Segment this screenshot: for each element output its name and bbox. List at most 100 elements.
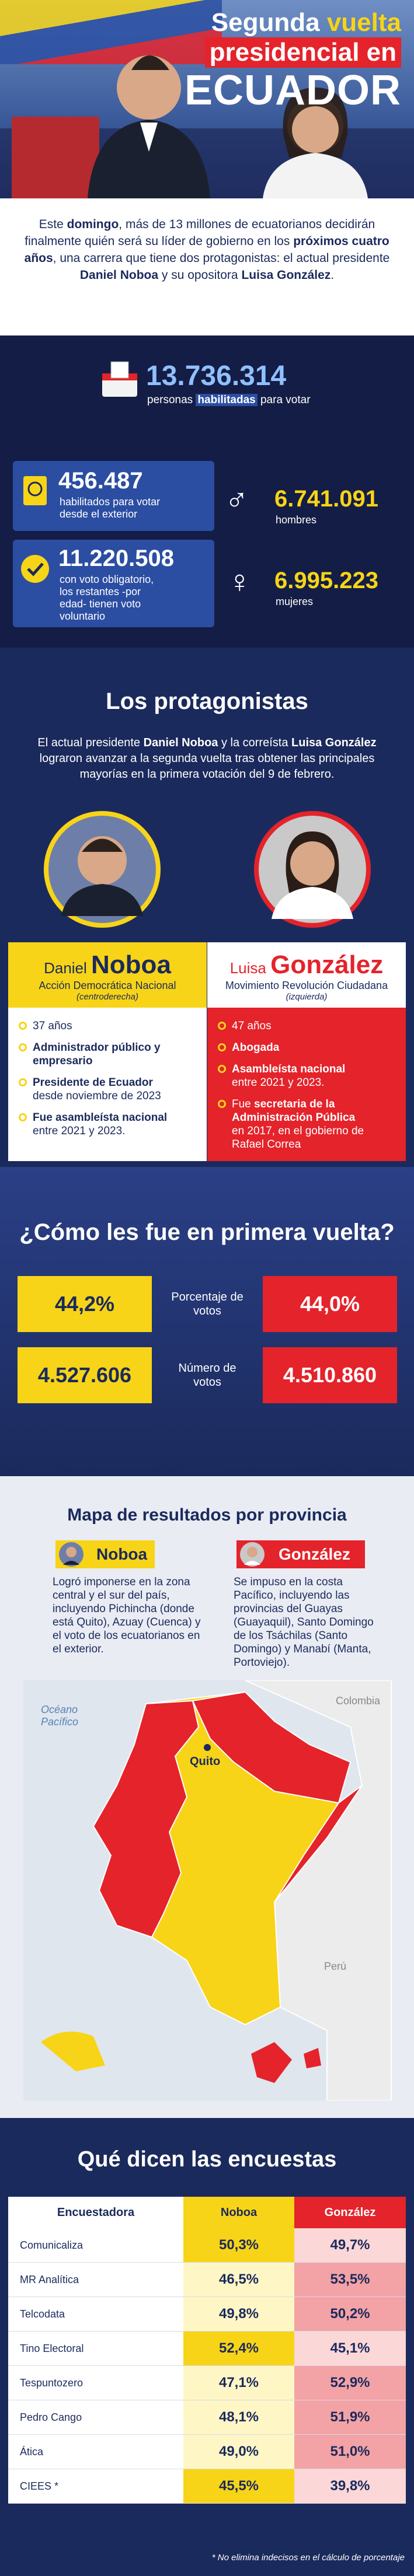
percent-cell: 45,1% xyxy=(294,2332,406,2365)
percent-cell: 51,0% xyxy=(294,2435,406,2469)
map-label: Perú xyxy=(324,1960,347,1972)
percent-cell: 53,5% xyxy=(294,2263,406,2297)
text: 47 años xyxy=(232,1020,272,1032)
polls-section: Qué dicen las encuestas Encuestadora Nobo… xyxy=(0,2118,414,2576)
first-round-row: 44,2% Porcentaje de votos 44,0% xyxy=(18,1272,397,1336)
bullet-dot xyxy=(218,1100,226,1108)
text: Asambleísta nacional xyxy=(232,1063,346,1075)
bullet: Fue secretaria de la Administración Públ… xyxy=(218,1097,398,1151)
percent-cell: 47,1% xyxy=(183,2366,294,2400)
lean: (centroderecha) xyxy=(76,992,138,1002)
stats-section: 13.736.314 personas habilitadas para vot… xyxy=(0,335,414,648)
protagonists-text: El actual presidente Daniel Noboa y la c… xyxy=(23,735,391,782)
stat-label: con voto obligatorio, los restantes -por… xyxy=(60,574,154,622)
title-line: presidencial en xyxy=(204,37,401,68)
text: y su opositora xyxy=(158,268,242,282)
flag xyxy=(0,0,222,64)
text: Este xyxy=(39,218,67,231)
pollster-cell: Telcodata xyxy=(8,2297,183,2331)
bullet-text: Fue asambleísta nacional entre 2021 y 202… xyxy=(33,1111,167,1138)
table-row: MR Analítica 46,5% 53,5% xyxy=(8,2263,406,2297)
text: para votar xyxy=(257,394,311,406)
text: El actual presidente xyxy=(37,736,144,749)
percent-cell: 51,9% xyxy=(294,2400,406,2434)
portraits xyxy=(44,811,371,928)
row-label: Número de votos xyxy=(178,1362,236,1389)
text: Daniel Noboa xyxy=(143,736,218,749)
avatar xyxy=(59,1542,84,1567)
text: 37 años xyxy=(33,1020,72,1032)
bullet-text: Fue secretaria de la Administración Públ… xyxy=(232,1097,398,1151)
header-cell: Noboa xyxy=(183,2197,294,2228)
polls-table: Encuestadora Noboa González Comunicaliza 50,… xyxy=(8,2197,406,2504)
stat-number: 456.487 xyxy=(58,468,143,494)
table-row: Tino Electoral 52,4% 45,1% xyxy=(8,2332,406,2366)
candidate-photos xyxy=(12,55,368,198)
header: Segunda vuelta presidencial en ECUADOR xyxy=(0,0,414,198)
stat-number: 6.741.091 xyxy=(274,486,378,512)
bullet-dot xyxy=(218,1043,226,1051)
bullet-dot xyxy=(19,1022,27,1030)
text: en 2017, en el gobierno de Rafael Correa xyxy=(232,1125,364,1151)
header-cell: González xyxy=(294,2197,406,2228)
text: , más de 13 millones de ecuatorianos dec… xyxy=(25,218,375,248)
header-cell: Encuestadora xyxy=(8,2197,183,2228)
pollster-cell: CIEES * xyxy=(8,2469,183,2503)
text: entre 2021 y 2023. xyxy=(33,1125,126,1137)
text: , una carrera que tiene dos protagonista… xyxy=(53,251,390,265)
bullet: 37 años xyxy=(19,1019,199,1033)
party: Movimiento Revolución Ciudadana xyxy=(225,980,388,991)
bullet-text: Presidente de Ecuador desde noviembre de … xyxy=(33,1076,161,1103)
bullet: Asambleísta nacional entre 2021 y 2023. xyxy=(218,1062,398,1089)
text: Presidente de Ecuador xyxy=(33,1076,153,1089)
table-row: Telcodata 49,8% 50,2% xyxy=(8,2297,406,2332)
bullet-text: 37 años xyxy=(33,1019,72,1033)
party: Acción Democrática Nacional xyxy=(39,980,176,991)
stat-box: 456.487 habilitados para votar desde el … xyxy=(13,461,214,531)
female-icon: ♀ xyxy=(228,564,252,599)
map-text: Logró imponerse en la zona central y el … xyxy=(53,1576,201,1655)
table-row: Comunicaliza 50,3% 49,7% xyxy=(8,2228,406,2263)
text: Abogada xyxy=(232,1041,280,1054)
text: Fue xyxy=(232,1098,255,1110)
table-header: Encuestadora Noboa González xyxy=(8,2197,406,2228)
table-row: Pedro Cango 48,1% 51,9% xyxy=(8,2400,406,2435)
footnote: * No elimina indecisos en el cálculo de … xyxy=(211,2553,405,2563)
candidate-card: Luisa González Movimiento Revolución Ciu… xyxy=(207,942,406,1161)
map-label: Colombia xyxy=(336,1695,381,1707)
bullet-dot xyxy=(19,1043,27,1051)
percent-cell: 50,2% xyxy=(294,2297,406,2331)
header-title: Segunda vuelta presidencial en ECUADOR xyxy=(185,8,401,113)
percent-cell: 48,1% xyxy=(183,2400,294,2434)
text: Luisa González xyxy=(291,736,377,749)
text: próximos cuatro años xyxy=(24,235,389,265)
text: Fue asambleísta nacional xyxy=(33,1112,168,1124)
first-round-section: ¿Cómo les fue en primera vuelta? 44,2% Po… xyxy=(0,1167,414,1476)
intro-section: Este domingo, más de 13 millones de ecua… xyxy=(0,198,414,335)
gonzalez-value: 4.510.860 xyxy=(263,1347,397,1403)
row-label: Porcentaje de votos xyxy=(171,1291,243,1317)
stat-label: personas habilitadas para votar xyxy=(147,394,311,407)
stat-number: 6.995.223 xyxy=(274,568,378,593)
card-header: Daniel Noboa Acción Democrática Nacional… xyxy=(8,942,207,1008)
first-name: Daniel xyxy=(44,959,87,977)
map-text: Se impuso en la costa Pacífico, incluyen… xyxy=(234,1576,374,1669)
pollster-cell: Pedro Cango xyxy=(8,2400,183,2434)
text: domingo xyxy=(67,218,119,231)
bullet-dot xyxy=(218,1022,226,1030)
map-section: Mapa de resultados por provincia Noboa L… xyxy=(0,1476,414,2118)
text: Luisa González xyxy=(241,268,331,282)
bullet: Presidente de Ecuador desde noviembre de … xyxy=(19,1076,199,1103)
bullet-dot xyxy=(19,1078,27,1086)
title-word: Segunda xyxy=(211,8,320,37)
bullet-text: Abogada xyxy=(232,1041,279,1054)
percent-cell: 46,5% xyxy=(183,2263,294,2297)
text: habilitadas xyxy=(196,394,258,406)
pollster-cell: MR Analítica xyxy=(8,2263,183,2297)
bullet: Abogada xyxy=(218,1041,398,1054)
stat-box: 11.220.508 con voto obligatorio, los res… xyxy=(13,540,214,627)
bullet-dot xyxy=(19,1113,27,1121)
percent-cell: 50,3% xyxy=(183,2228,294,2262)
bullet: Fue asambleísta nacional entre 2021 y 202… xyxy=(19,1111,199,1138)
stat-number: 11.220.508 xyxy=(58,546,174,571)
